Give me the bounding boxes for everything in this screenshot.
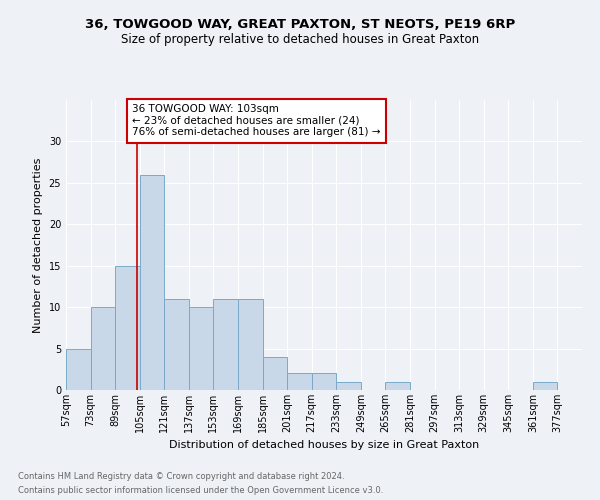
Bar bbox=[91, 307, 115, 390]
Bar bbox=[263, 357, 287, 390]
Bar bbox=[164, 299, 189, 390]
X-axis label: Distribution of detached houses by size in Great Paxton: Distribution of detached houses by size … bbox=[169, 440, 479, 450]
Bar bbox=[385, 382, 410, 390]
Bar bbox=[214, 299, 238, 390]
Bar bbox=[336, 382, 361, 390]
Text: Size of property relative to detached houses in Great Paxton: Size of property relative to detached ho… bbox=[121, 32, 479, 46]
Bar bbox=[533, 382, 557, 390]
Bar bbox=[238, 299, 263, 390]
Y-axis label: Number of detached properties: Number of detached properties bbox=[33, 158, 43, 332]
Bar bbox=[189, 307, 214, 390]
Text: 36, TOWGOOD WAY, GREAT PAXTON, ST NEOTS, PE19 6RP: 36, TOWGOOD WAY, GREAT PAXTON, ST NEOTS,… bbox=[85, 18, 515, 30]
Bar bbox=[140, 174, 164, 390]
Bar bbox=[66, 348, 91, 390]
Text: Contains public sector information licensed under the Open Government Licence v3: Contains public sector information licen… bbox=[18, 486, 383, 495]
Bar bbox=[312, 374, 336, 390]
Text: 36 TOWGOOD WAY: 103sqm
← 23% of detached houses are smaller (24)
76% of semi-det: 36 TOWGOOD WAY: 103sqm ← 23% of detached… bbox=[132, 104, 380, 138]
Bar bbox=[115, 266, 140, 390]
Text: Contains HM Land Registry data © Crown copyright and database right 2024.: Contains HM Land Registry data © Crown c… bbox=[18, 472, 344, 481]
Bar bbox=[287, 374, 312, 390]
